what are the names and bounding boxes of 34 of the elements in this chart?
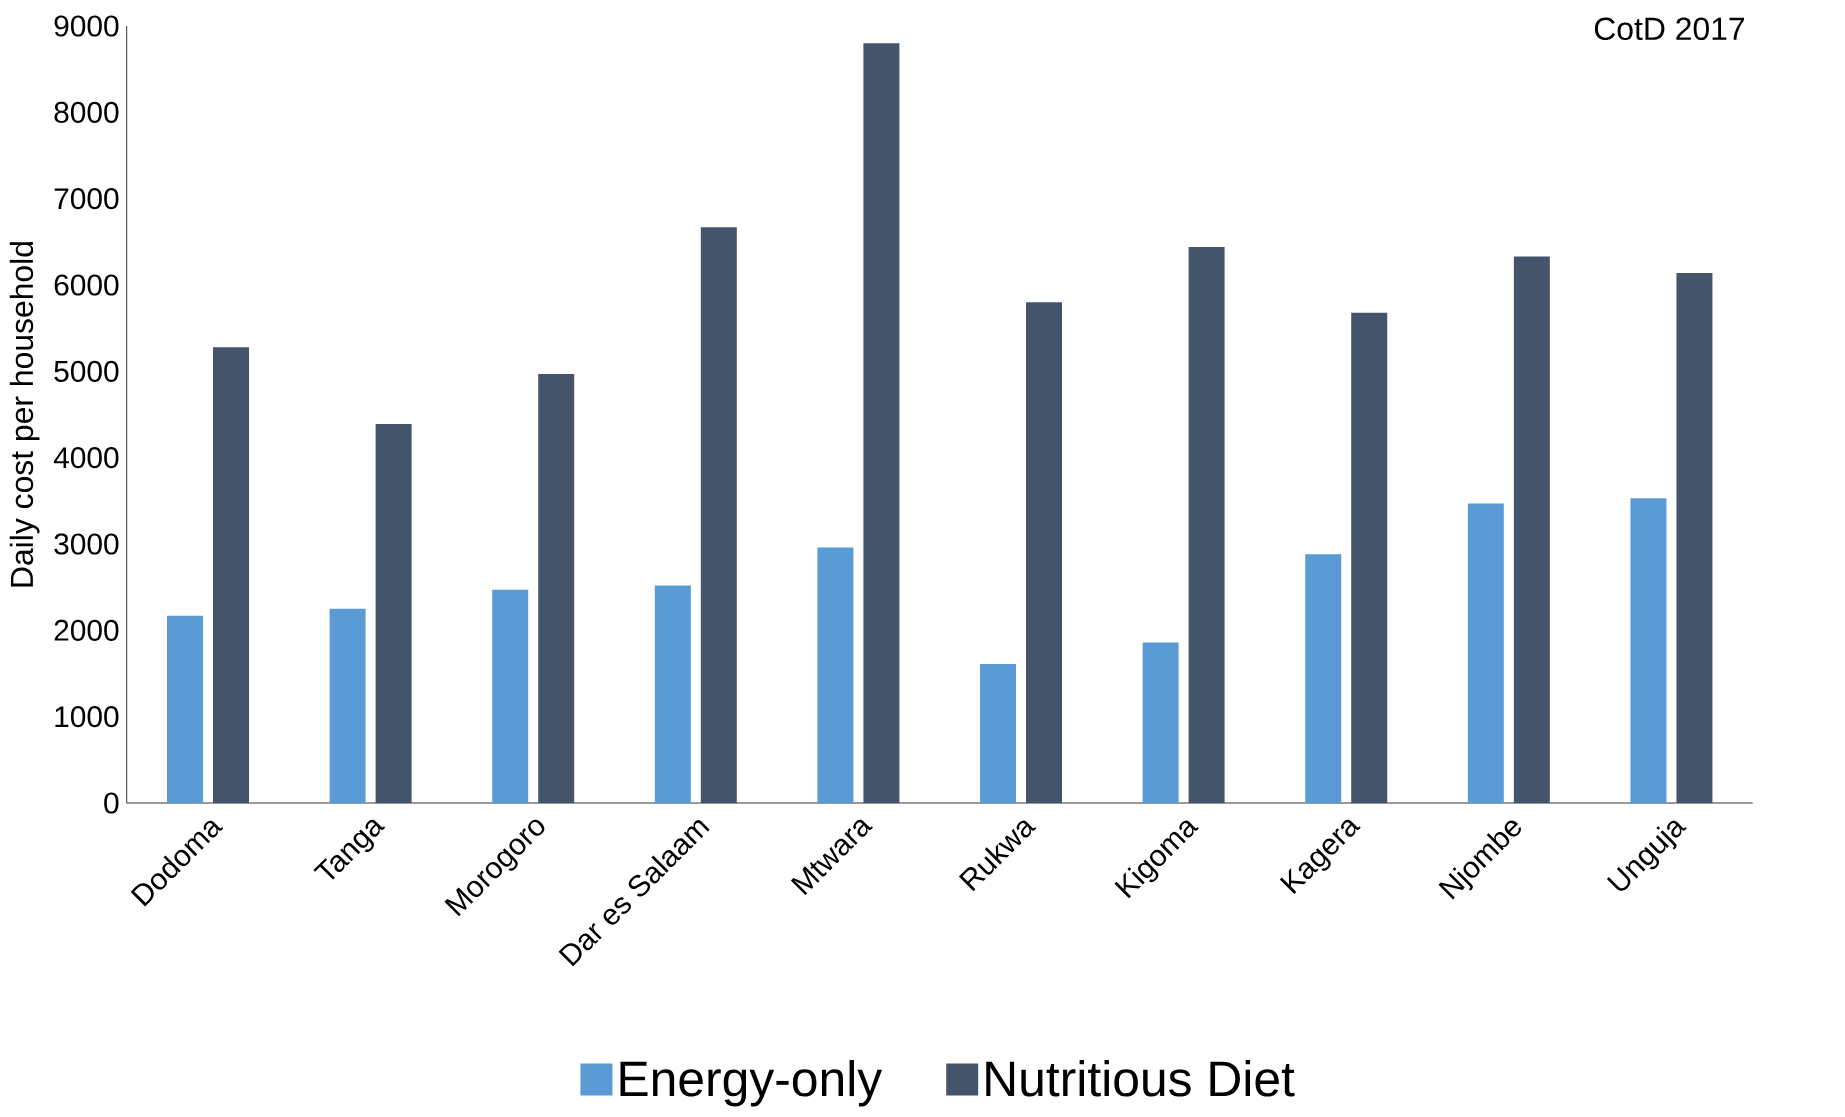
bar — [1513, 256, 1550, 803]
bar — [980, 664, 1017, 803]
y-tick-label: 4000 — [53, 447, 119, 469]
bar — [1188, 247, 1225, 803]
bar — [167, 615, 203, 803]
bar — [1026, 302, 1063, 803]
y-tick-label: 8000 — [54, 101, 119, 123]
y-tick-label: 2000 — [54, 619, 119, 641]
legend-label: Nutritious Diet — [986, 1060, 1295, 1097]
bar — [1142, 642, 1179, 803]
bar — [817, 547, 854, 803]
bar — [863, 43, 900, 803]
bar — [654, 585, 691, 803]
legend-label: Energy-only — [620, 1060, 883, 1107]
y-tick-label: 1000 — [55, 706, 119, 728]
bar — [492, 589, 529, 803]
bar — [329, 608, 366, 803]
y-axis-title: Daily cost per household — [9, 242, 40, 587]
bar — [1676, 272, 1713, 803]
bar — [1467, 503, 1504, 803]
y-tick-label: 5000 — [54, 360, 119, 382]
bar — [1305, 554, 1342, 803]
annotation: CotD 2017 — [1594, 17, 1745, 41]
bar — [1351, 312, 1388, 803]
bar — [700, 227, 737, 803]
y-tick-label: 3000 — [54, 533, 119, 555]
y-tick-label: 0 — [104, 792, 119, 814]
bar — [375, 424, 412, 803]
y-tick-label: 7000 — [54, 188, 119, 210]
bar — [213, 347, 249, 803]
bar — [538, 373, 575, 803]
y-tick-label: 9000 — [54, 15, 119, 37]
bar — [1630, 498, 1667, 803]
y-tick-label: 6000 — [54, 274, 119, 296]
